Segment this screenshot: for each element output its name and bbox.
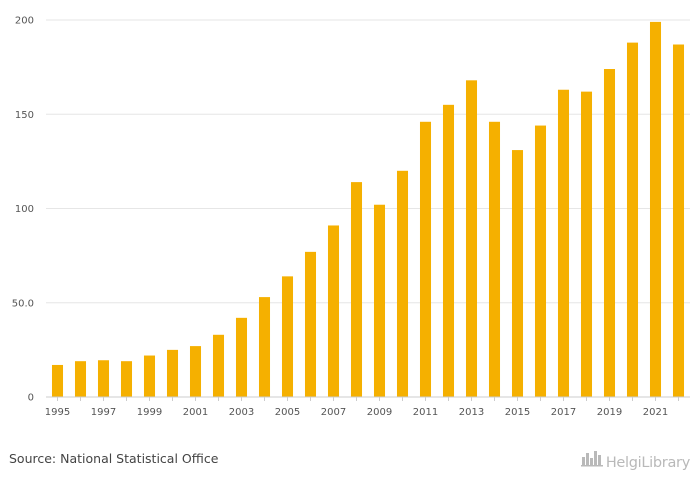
- y-axis-tick-labels: 0 50.0 100 150 200: [12, 16, 34, 404]
- bar-2011[interactable]: [419, 121, 432, 397]
- gridlines: [46, 19, 690, 304]
- x-tick-label: 2005: [275, 407, 300, 418]
- bar-1999[interactable]: [143, 355, 156, 397]
- bar-2003[interactable]: [235, 317, 248, 397]
- x-tick-label: 1999: [137, 407, 162, 418]
- bar-series: [51, 21, 685, 398]
- bar-2014[interactable]: [488, 121, 501, 397]
- y-tick-label: 100: [15, 204, 34, 215]
- bar-1995[interactable]: [51, 364, 64, 397]
- source-note: Source: National Statistical Office: [9, 451, 219, 466]
- bar-2022[interactable]: [672, 44, 685, 397]
- y-tick-label: 0: [28, 393, 34, 404]
- bar-2021[interactable]: [649, 21, 662, 397]
- bar-2009[interactable]: [373, 204, 386, 397]
- x-tick-label: 2019: [597, 407, 622, 418]
- bar-2013[interactable]: [465, 80, 478, 397]
- x-tick-label: 2007: [321, 407, 346, 418]
- x-tick-label: 2003: [229, 407, 254, 418]
- x-tick-label: 1995: [45, 407, 70, 418]
- bar-1997[interactable]: [97, 360, 110, 397]
- bar-2015[interactable]: [511, 150, 524, 397]
- bar-2008[interactable]: [350, 182, 363, 397]
- x-tick-label: 1997: [91, 407, 116, 418]
- x-tick-label: 2017: [551, 407, 576, 418]
- bar-chart: 0 50.0 100 150 200 1995 1997 1999 2001 2003 2005 2…: [12, 16, 690, 418]
- y-tick-label: 50.0: [12, 298, 34, 309]
- bar-1998[interactable]: [120, 361, 133, 397]
- bar-2017[interactable]: [557, 89, 570, 398]
- helgilibrary-logo[interactable]: HelgiLibrary: [580, 449, 690, 471]
- bar-2004[interactable]: [258, 297, 271, 397]
- city-skyline-icon: [580, 449, 603, 471]
- x-tick-label: 2001: [183, 407, 208, 418]
- bar-2007[interactable]: [327, 225, 340, 397]
- bar-2000[interactable]: [166, 349, 179, 397]
- x-tick-label: 2021: [643, 407, 668, 418]
- x-tick-label: 2011: [413, 407, 438, 418]
- bar-2016[interactable]: [534, 125, 547, 397]
- bar-2019[interactable]: [603, 69, 616, 397]
- y-tick-label: 150: [15, 110, 34, 121]
- bar-2010[interactable]: [396, 170, 409, 397]
- bar-2005[interactable]: [281, 276, 294, 397]
- bar-2012[interactable]: [442, 104, 455, 397]
- y-tick-label: 200: [15, 16, 34, 27]
- bar-2018[interactable]: [580, 91, 593, 397]
- bar-1996[interactable]: [74, 361, 87, 397]
- bar-2020[interactable]: [626, 42, 639, 398]
- x-tick-label: 2015: [505, 407, 530, 418]
- bar-2001[interactable]: [189, 346, 202, 397]
- bar-2006[interactable]: [304, 251, 317, 397]
- x-axis: 1995 1997 1999 2001 2003 2005 2007 2009 2011 2013…: [45, 396, 690, 418]
- x-tick-label: 2009: [367, 407, 392, 418]
- bar-2002[interactable]: [212, 334, 225, 397]
- x-tick-label: 2013: [459, 407, 484, 418]
- logo-text: HelgiLibrary: [605, 455, 690, 471]
